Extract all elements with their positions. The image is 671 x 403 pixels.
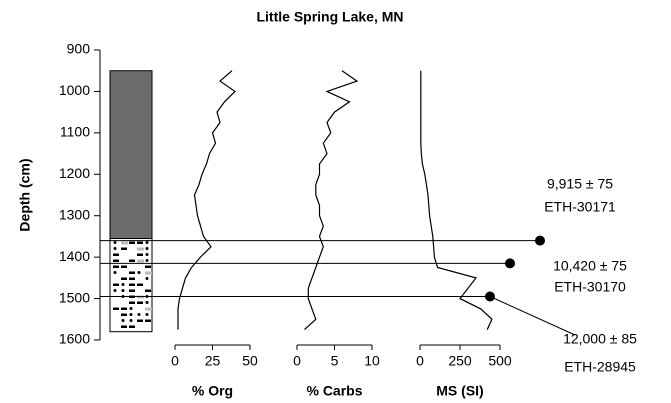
x-tick-label: 50 [242,353,258,369]
x-tick-label: 25 [205,353,221,369]
x-tick-label: 250 [448,353,472,369]
lithology-unit [109,70,153,240]
x-axis-label: MS (SI) [436,383,483,399]
lithology-dot [121,319,125,322]
lithology-dash [121,307,127,310]
date-dot [505,258,515,269]
lithology-dot [145,247,149,250]
lithology-dot [121,289,125,292]
x-tick-label: 500 [488,353,512,369]
lithology-dash [129,241,135,244]
y-axis-label: Depth (cm) [17,158,33,231]
lithology-dash [137,301,143,304]
profile-line [304,70,359,331]
lithology-dot [137,271,141,274]
lithology-dot [145,259,149,262]
date-connector [489,296,576,336]
x-tick-label: 5 [331,353,339,369]
y-tick-label: 1400 [59,248,90,264]
date-age: 10,420 ± 75 [553,258,627,274]
lithology-dash [145,289,151,292]
x-tick-label: 0 [293,353,301,369]
lithology-gray [145,271,152,275]
lithology-dot [113,271,117,274]
lithology-dash [129,283,135,286]
lithology-dot [145,313,149,316]
x-tick-label: 0 [171,353,179,369]
lithology-dash [137,253,143,256]
profile-line [420,70,493,330]
lithology-dash [129,301,135,304]
y-tick-label: 1000 [59,82,90,98]
lithology-dash [121,265,127,268]
date-age: 9,915 ± 75 [547,176,613,192]
x-tick-label: 0 [416,353,424,369]
lithology-dash [113,265,119,268]
lithology-dash [145,319,151,322]
y-tick-label: 1600 [59,331,90,347]
lithology-dot [113,289,117,292]
date-lab-id: ETH-28945 [564,359,636,375]
lithology-dash [113,253,119,256]
lithology-dot [129,319,133,322]
lithology-dot [145,301,149,304]
lithology-dash [129,289,135,292]
lithology-dash [137,319,143,322]
y-tick-label: 1200 [59,165,90,181]
y-tick-label: 900 [67,41,91,57]
y-tick-label: 1500 [59,289,90,305]
chart-title: Little Spring Lake, MN [256,9,403,25]
lithology-dash [137,283,143,286]
lithology-dash [121,313,127,316]
lithology-dash [113,307,119,310]
lithology-dash [129,277,135,280]
date-dot [535,235,545,246]
lithology-dot [121,283,125,286]
x-axis-label: % Org [192,383,233,399]
lithology-dash [137,241,143,244]
date-lab-id: ETH-30171 [544,199,616,215]
lithology-dash [121,247,127,250]
lithology-dot [145,277,149,280]
lithology-gray [137,259,144,263]
lithology-dash [121,325,127,328]
x-tick-label: 10 [364,353,380,369]
lithology-dash [121,277,127,280]
lithology-dash [129,259,135,262]
lithology-dash [113,259,119,262]
y-tick-label: 1300 [59,206,90,222]
profile-line [177,70,236,330]
lithology-dash [145,265,151,268]
lithology-dot [145,241,149,244]
date-lab-id: ETH-30170 [554,279,626,295]
lithology-gray [121,241,128,245]
date-age: 12,000 ± 85 [563,331,637,347]
lithology-dot [145,253,149,256]
lithology-dot [137,313,141,316]
y-tick-label: 1100 [60,124,90,140]
lithology-dot [129,313,133,316]
lithology-gray [137,247,144,251]
lithology-dash [113,283,119,286]
lithology-dot [129,307,133,310]
lithology-dot [113,241,117,244]
lithology-dash [129,271,135,274]
lithology-dash [129,325,135,328]
x-axis-label: % Carbs [306,383,362,399]
lithology-dot [113,247,117,250]
lithology-gray [145,307,152,311]
